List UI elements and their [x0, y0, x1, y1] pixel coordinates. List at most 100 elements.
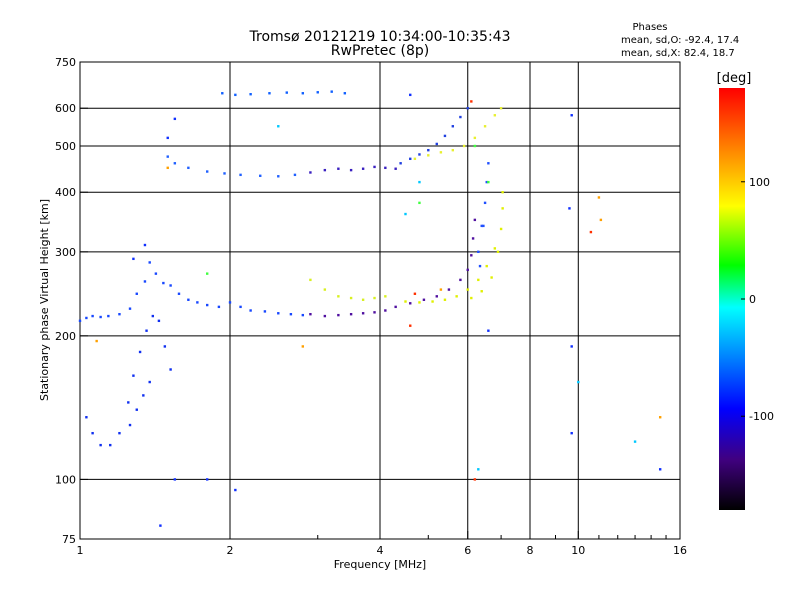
y-tick-label-6: 600 [55, 102, 76, 115]
point-7-2 [337, 295, 340, 298]
point-6-8 [466, 107, 469, 110]
point-7-3 [349, 296, 353, 300]
point-8-13 [490, 276, 493, 279]
point-0-24 [301, 313, 305, 317]
point-5-5 [373, 311, 376, 314]
x-tick-label-2: 4 [377, 544, 384, 557]
point-15-8 [570, 114, 573, 117]
point-15-3 [132, 257, 135, 261]
point-8-2 [431, 300, 434, 303]
point-1-5 [127, 401, 130, 404]
point-9-1 [427, 154, 430, 157]
point-15-5 [205, 478, 209, 481]
point-0-0 [78, 319, 82, 323]
point-0-16 [205, 303, 209, 307]
point-7-6 [384, 295, 387, 298]
point-0-5 [118, 312, 121, 316]
point-0-15 [196, 301, 199, 304]
point-4-4 [285, 91, 288, 94]
point-3-2 [337, 167, 340, 170]
colorbar-tick-label-1: 0 [749, 293, 756, 306]
point-15-2 [143, 243, 147, 247]
point-11-3 [413, 292, 417, 295]
point-5-16 [473, 218, 477, 222]
point-6-6 [451, 125, 455, 128]
point-0-10 [154, 272, 158, 275]
point-10-6 [478, 264, 482, 268]
phases-x-stats: mean, sd,X: 82.4, 18.7 [621, 48, 735, 59]
point-0-3 [99, 315, 102, 319]
point-15-7 [409, 93, 412, 97]
gridlines [80, 62, 680, 539]
point-4-3 [268, 92, 271, 95]
point-10-2 [483, 201, 487, 205]
point-1-4 [118, 431, 121, 435]
point-7-4 [361, 298, 365, 301]
point-9-2 [439, 151, 443, 154]
point-4-5 [301, 92, 305, 95]
point-8-12 [496, 250, 500, 254]
point-2-2 [187, 166, 190, 170]
point-1-8 [145, 329, 148, 332]
point-1-0 [85, 416, 88, 419]
point-14-1 [418, 201, 421, 205]
point-3-5 [373, 165, 376, 169]
point-1-10 [157, 319, 161, 323]
chart-subtitle: RwPretec (8p) [331, 43, 429, 59]
point-12-5 [599, 218, 603, 222]
point-0-6 [128, 307, 132, 310]
point-15-0 [173, 117, 177, 121]
y-axis-label: Stationary phase Virtual Height [km] [38, 199, 51, 401]
point-0-9 [148, 261, 151, 264]
point-0-21 [263, 310, 267, 313]
point-13-4 [577, 380, 580, 384]
x-tick-label-0: 1 [77, 544, 84, 557]
point-8-4 [455, 295, 458, 298]
point-15-4 [173, 478, 177, 481]
point-4-0 [221, 92, 224, 95]
point-14-0 [205, 272, 209, 275]
point-0-20 [249, 309, 252, 312]
point-6-2 [418, 153, 421, 156]
point-8-5 [466, 288, 469, 291]
x-tick-label-4: 8 [527, 544, 534, 557]
point-4-1 [234, 93, 237, 97]
point-3-4 [361, 167, 365, 170]
point-3-3 [349, 168, 353, 172]
point-5-8 [409, 302, 412, 305]
point-1-7 [138, 350, 142, 354]
point-12-2 [301, 345, 305, 348]
point-1-12 [169, 368, 172, 371]
point-0-4 [107, 314, 110, 318]
point-0-8 [143, 280, 147, 283]
axis-ticks [79, 61, 681, 540]
y-tick-label-4: 400 [55, 186, 76, 199]
point-13-5 [633, 440, 637, 443]
point-0-12 [169, 284, 172, 287]
point-12-3 [439, 288, 443, 291]
point-4-8 [343, 92, 347, 95]
point-4-6 [316, 91, 319, 94]
point-15-11 [570, 431, 573, 435]
point-6-4 [435, 142, 438, 146]
x-tick-label-5: 10 [571, 544, 585, 557]
point-4-2 [249, 93, 252, 96]
point-0-17 [217, 305, 221, 309]
point-8-10 [501, 207, 504, 210]
colorbar-gradient [719, 88, 745, 510]
point-0-2 [91, 314, 94, 318]
point-5-9 [422, 298, 426, 301]
point-5-0 [309, 312, 312, 316]
point-2-5 [239, 173, 242, 177]
point-11-0 [470, 100, 473, 103]
point-0-22 [277, 312, 280, 315]
point-6-1 [409, 157, 412, 161]
phases-o-stats: mean, sd,O: -92.4, 17.4 [621, 35, 739, 46]
y-tick-label-7: 750 [55, 56, 76, 69]
point-15-1 [166, 136, 169, 140]
point-5-10 [435, 295, 438, 298]
point-1-2 [99, 443, 102, 447]
point-15-10 [570, 345, 573, 348]
point-1-13 [148, 380, 151, 384]
